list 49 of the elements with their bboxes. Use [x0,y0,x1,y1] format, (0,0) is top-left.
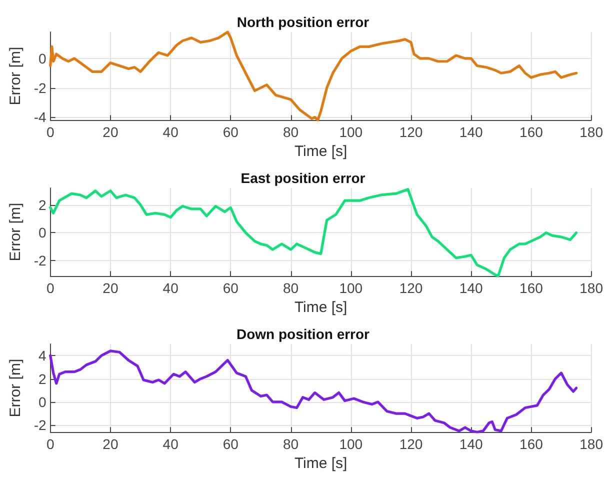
x-tick-label: 60 [222,436,239,452]
x-tick-label: 160 [520,436,544,452]
x-tick-label: 140 [459,436,483,452]
y-tick-label: -2 [34,80,47,96]
line-series [49,30,578,122]
x-tick-label: 120 [399,436,423,452]
x-tick-label: 180 [580,436,604,452]
x-tick-label: 160 [520,280,544,296]
x-axis-title: Time [s] [294,455,348,472]
chart-title: East position error [240,170,366,186]
x-tick-label: 20 [102,280,118,296]
y-tick-label: -2 [34,417,47,434]
x-tick-label: 140 [459,280,483,296]
chart-title: North position error [236,14,370,30]
x-tick-label: 100 [339,436,363,452]
x-tick-label: 40 [162,124,179,140]
line-series [49,350,578,434]
y-tick-label: -4 [34,109,47,126]
line-series [49,188,578,278]
x-tick-label: 80 [282,280,299,296]
x-tick-label: 100 [339,124,363,140]
x-tick-label: 160 [520,124,544,140]
y-axis-title: Error [m] [7,46,24,106]
x-tick-label: 180 [580,124,604,140]
x-tick-label: 20 [102,436,118,452]
x-tick-label: 100 [339,280,363,296]
x-axis-title: Time [s] [294,299,348,316]
y-tick-label: 0 [38,394,47,410]
y-tick-label: 4 [38,348,47,364]
x-tick-label: 20 [102,124,118,140]
y-tick-label: 2 [38,370,47,387]
x-tick-label: 180 [580,280,604,296]
x-tick-label: 120 [399,280,423,296]
x-tick-label: 80 [282,436,299,452]
x-tick-label: 80 [282,124,299,140]
y-tick-label: 2 [38,196,47,213]
x-tick-label: 60 [222,280,239,296]
y-tick-label: -2 [34,252,47,269]
y-tick-label: 0 [38,50,47,66]
x-tick-label: 40 [162,436,179,452]
x-tick-label: 40 [162,280,179,296]
x-tick-label: 140 [459,124,483,140]
x-axis-title: Time [s] [294,143,348,160]
y-tick-label: 0 [38,224,47,241]
x-tick-label: 60 [222,124,239,140]
x-tick-label: 120 [399,124,423,140]
chart-title: Down position error [236,326,370,342]
y-axis-title: Error [m] [7,202,24,262]
y-axis-title: Error [m] [7,358,24,418]
